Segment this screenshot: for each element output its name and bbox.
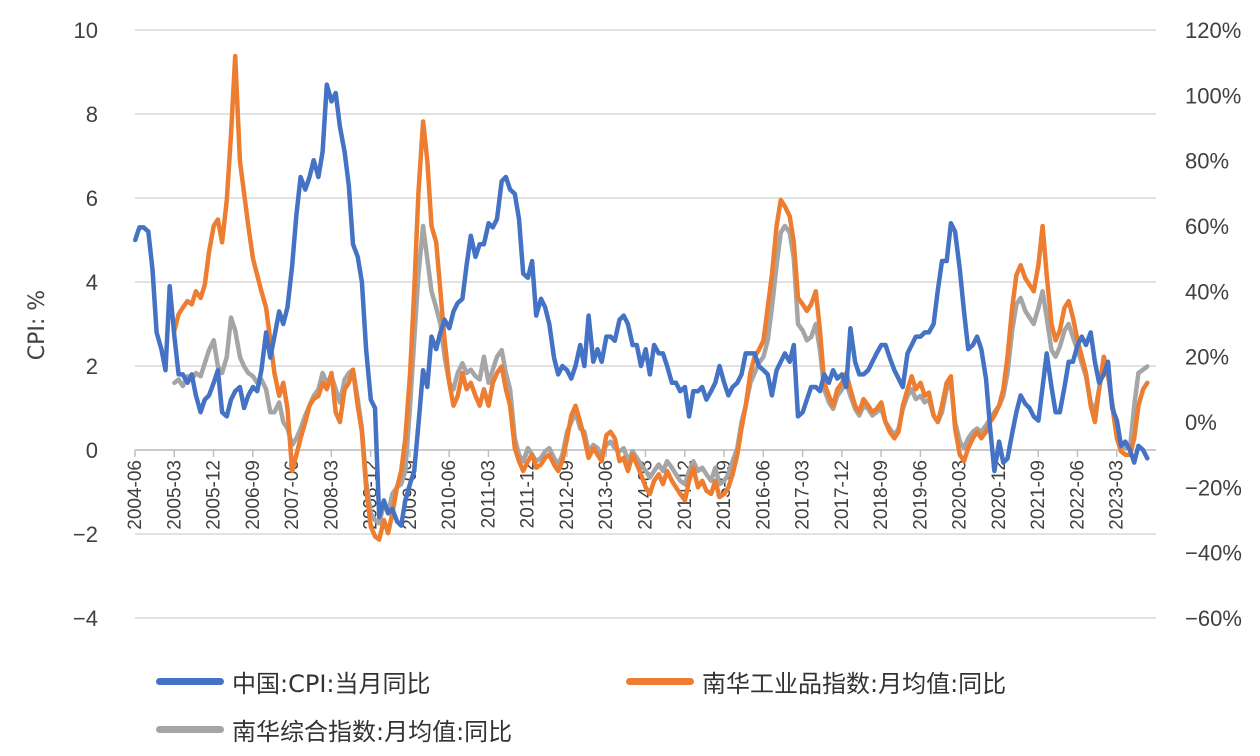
left-tick-label: 0	[86, 438, 98, 463]
legend-cpi-label: 中国:CPI:当月同比	[232, 670, 431, 698]
left-tick-label: 8	[86, 102, 98, 127]
y-axis-label: CPI: %	[25, 290, 50, 360]
series-lines	[132, 53, 1150, 542]
legend-nanhua-composite-swatch	[156, 726, 224, 733]
right-tick-label: −40%	[1185, 541, 1242, 566]
x-tick-label: 2019-06	[910, 460, 931, 530]
left-tick-label: 6	[86, 186, 98, 211]
x-tick-label: 2020-03	[950, 460, 971, 530]
x-tick-label: 2007-06	[282, 460, 303, 530]
left-tick-label: 10	[74, 18, 98, 43]
x-tick-label: 2011-12	[518, 460, 539, 528]
x-tick-label: 2022-06	[1067, 460, 1088, 530]
legend-cpi-swatch	[156, 678, 224, 685]
x-tick-label: 2013-06	[596, 460, 617, 530]
legend-nanhua-industrial: 南华工业品指数:月均值:同比	[626, 664, 1006, 699]
x-tick-label: 2005-03	[164, 460, 185, 530]
x-tick-label: 2005-12	[204, 460, 225, 530]
x-tick-label: 2004-06	[125, 460, 146, 530]
right-axis-ticks: −60% −40% −20% 0% 20% 40% 60% 80% 100% 120%	[1185, 18, 1242, 631]
right-tick-label: −60%	[1185, 606, 1242, 631]
right-tick-label: 120%	[1185, 18, 1241, 43]
right-tick-label: 20%	[1185, 345, 1229, 370]
x-tick-label: 2012-09	[557, 460, 578, 530]
x-tick-label: 2016-06	[753, 460, 774, 530]
right-tick-label: 100%	[1185, 83, 1241, 108]
series-line-2	[172, 223, 1150, 526]
right-tick-label: 80%	[1185, 149, 1229, 174]
series-line-0	[132, 82, 1150, 528]
left-tick-label: −2	[73, 522, 98, 547]
left-tick-label: 4	[86, 270, 98, 295]
right-tick-label: 40%	[1185, 279, 1229, 304]
legend-nanhua-composite-label: 南华综合指数:月均值:同比	[232, 718, 513, 746]
x-tick-label: 2017-03	[793, 460, 814, 530]
legend-nanhua-industrial-swatch	[626, 678, 694, 685]
x-tick-label: 2023-03	[1107, 460, 1128, 530]
legend-nanhua-industrial-label: 南华工业品指数:月均值:同比	[702, 670, 1007, 698]
x-tick-label: 2008-03	[321, 460, 342, 530]
x-tick-label: 2021-09	[1028, 460, 1049, 530]
series-line-1	[172, 53, 1150, 542]
x-tick-label: 2020-12	[989, 460, 1010, 530]
legend-cpi: 中国:CPI:当月同比	[156, 664, 430, 699]
right-tick-label: −20%	[1185, 475, 1242, 500]
x-tick-label: 2010-06	[439, 460, 460, 530]
x-tick-label: 2011-03	[478, 460, 499, 528]
x-tick-label: 2006-09	[243, 460, 264, 530]
x-tick-label: 2018-09	[871, 460, 892, 530]
left-axis-ticks: −4 −2 0 2 4 6 8 10	[73, 18, 98, 631]
right-tick-label: 60%	[1185, 214, 1229, 239]
legend-nanhua-composite: 南华综合指数:月均值:同比	[156, 712, 512, 747]
x-tick-label: 2017-12	[832, 460, 853, 530]
left-tick-label: −4	[73, 606, 98, 631]
right-tick-label: 0%	[1185, 410, 1217, 435]
left-tick-label: 2	[86, 354, 98, 379]
